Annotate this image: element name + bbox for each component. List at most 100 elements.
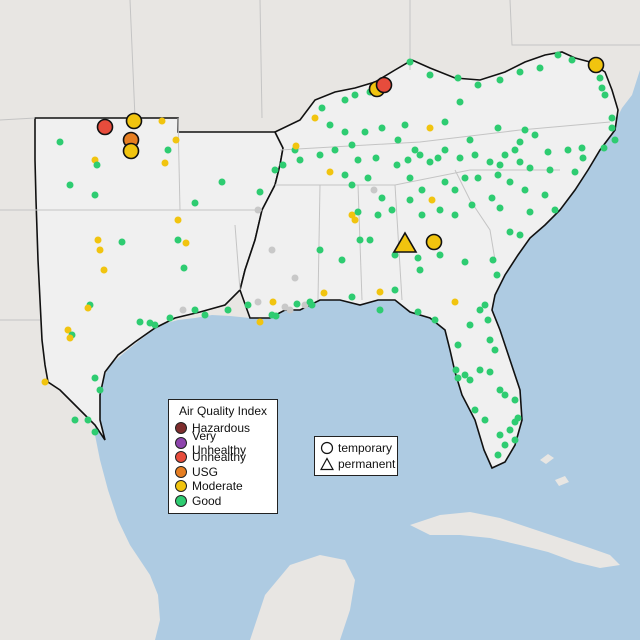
station-marker <box>516 68 524 76</box>
station-marker <box>568 56 576 64</box>
station-marker <box>476 366 484 374</box>
legend-item-moderate: Moderate <box>175 479 271 494</box>
temporary-monitor-marker <box>122 142 140 160</box>
station-marker <box>391 251 399 259</box>
station-marker <box>454 341 462 349</box>
station-marker <box>374 211 382 219</box>
station-marker <box>471 151 479 159</box>
station-marker <box>326 168 334 176</box>
station-marker <box>486 158 494 166</box>
station-marker <box>452 366 460 374</box>
station-marker <box>489 256 497 264</box>
station-marker <box>416 266 424 274</box>
station-marker <box>164 146 172 154</box>
station-marker <box>64 326 72 334</box>
station-marker <box>454 374 462 382</box>
station-marker <box>598 84 606 92</box>
station-marker <box>484 316 492 324</box>
station-marker <box>486 368 494 376</box>
station-marker <box>428 196 436 204</box>
monitor-type-legend: temporary permanent <box>314 436 398 476</box>
station-marker <box>356 236 364 244</box>
station-marker <box>521 126 529 134</box>
station-marker <box>546 166 554 174</box>
temporary-monitor-marker <box>96 118 114 136</box>
station-marker <box>351 91 359 99</box>
station-marker <box>96 386 104 394</box>
station-marker <box>391 286 399 294</box>
station-marker <box>526 208 534 216</box>
station-marker <box>474 174 482 182</box>
aqi-legend: Air Quality Index Hazardous Very Unhealt… <box>168 399 278 514</box>
station-marker <box>441 146 449 154</box>
station-marker <box>308 301 316 309</box>
station-marker <box>536 64 544 72</box>
station-marker <box>91 374 99 382</box>
station-marker <box>378 124 386 132</box>
station-marker <box>436 251 444 259</box>
station-marker <box>244 301 252 309</box>
station-marker <box>93 161 101 169</box>
station-marker <box>476 306 484 314</box>
station-marker <box>531 131 539 139</box>
station-marker <box>451 211 459 219</box>
station-marker <box>271 166 279 174</box>
station-marker <box>486 336 494 344</box>
station-marker <box>366 236 374 244</box>
station-marker <box>426 158 434 166</box>
station-marker <box>254 206 262 214</box>
station-marker <box>256 188 264 196</box>
station-marker <box>506 426 514 434</box>
usg-swatch <box>175 465 187 478</box>
station-marker <box>494 451 502 459</box>
station-marker <box>364 174 372 182</box>
station-marker <box>84 304 92 312</box>
temporary-monitor-marker <box>425 233 443 251</box>
station-marker <box>406 196 414 204</box>
station-marker <box>66 334 74 342</box>
legend-item-unhealthy: Unhealthy <box>175 450 271 465</box>
station-marker <box>496 386 504 394</box>
station-marker <box>191 306 199 314</box>
station-marker <box>466 136 474 144</box>
temporary-monitor-marker <box>587 56 605 74</box>
station-marker <box>601 91 609 99</box>
permanent-monitor-marker <box>392 231 418 253</box>
station-marker <box>151 321 159 329</box>
station-marker <box>66 181 74 189</box>
station-marker <box>451 298 459 306</box>
station-marker <box>456 154 464 162</box>
station-marker <box>511 396 519 404</box>
station-marker <box>174 236 182 244</box>
station-marker <box>514 414 522 422</box>
station-marker <box>286 306 294 314</box>
legend-item-very-unhealthy: Very Unhealthy <box>175 429 271 457</box>
station-marker <box>434 154 442 162</box>
station-marker <box>388 206 396 214</box>
station-marker <box>180 264 188 272</box>
station-marker <box>331 146 339 154</box>
station-marker <box>491 346 499 354</box>
station-marker <box>494 171 502 179</box>
station-marker <box>454 74 462 82</box>
station-marker <box>404 156 412 164</box>
station-marker <box>311 114 319 122</box>
station-marker <box>91 191 99 199</box>
station-marker <box>166 314 174 322</box>
station-marker <box>596 74 604 82</box>
station-marker <box>316 246 324 254</box>
station-marker <box>516 231 524 239</box>
station-marker <box>393 161 401 169</box>
station-marker <box>96 246 104 254</box>
unhealthy-swatch <box>175 451 187 464</box>
station-marker <box>348 181 356 189</box>
station-marker <box>354 156 362 164</box>
station-marker <box>466 321 474 329</box>
station-marker <box>456 98 464 106</box>
station-marker <box>179 306 187 314</box>
station-marker <box>341 96 349 104</box>
station-marker <box>71 416 79 424</box>
temporary-monitor-marker <box>125 112 143 130</box>
station-marker <box>501 151 509 159</box>
station-marker <box>224 306 232 314</box>
